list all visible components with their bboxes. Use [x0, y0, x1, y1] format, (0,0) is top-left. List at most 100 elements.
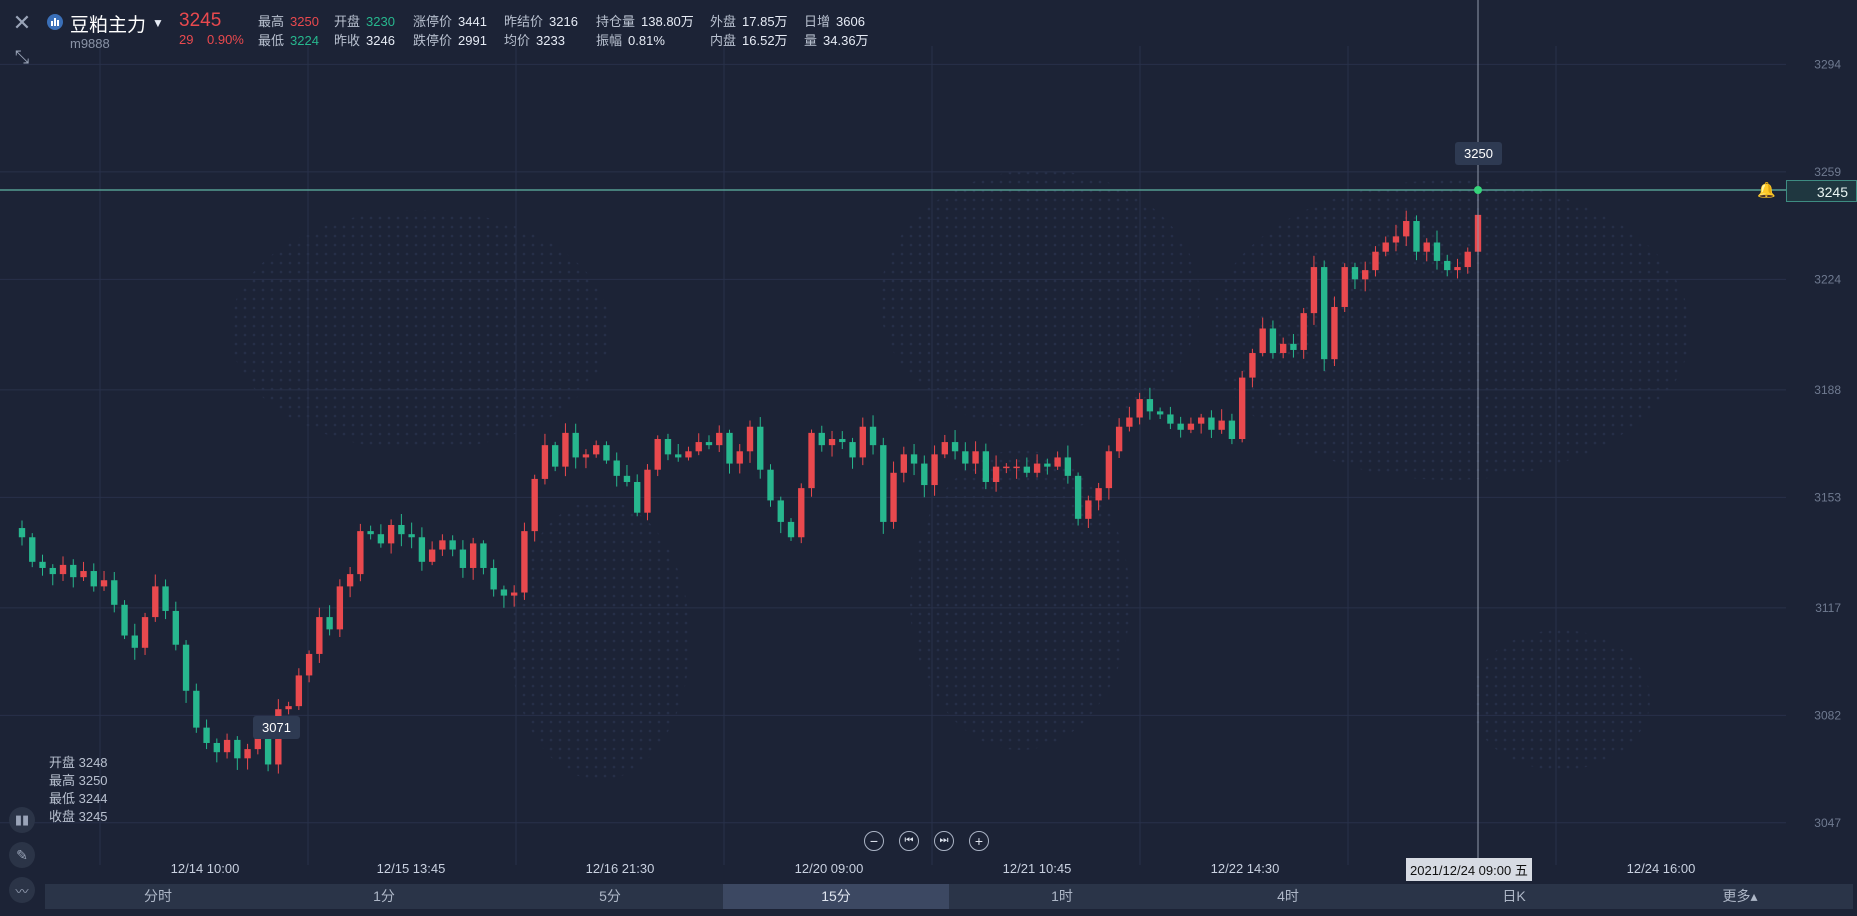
timeframe-tab[interactable]: 5分: [599, 888, 621, 904]
candle: [962, 442, 969, 471]
candle-body: [1085, 500, 1092, 519]
candle-body: [418, 537, 426, 562]
timeframe-tab[interactable]: 分时: [144, 888, 172, 904]
jump-start-button[interactable]: ⏮: [899, 831, 919, 851]
candle: [162, 579, 169, 620]
candlestick-indicator-icon[interactable]: ▮▮: [9, 807, 35, 833]
timeframe-tab[interactable]: 更多▴: [1722, 888, 1758, 904]
candle-body: [1218, 420, 1225, 430]
crosshair-point: [1474, 186, 1482, 194]
quote-field: 内盘 16.52万: [710, 30, 788, 49]
quote-value: 3441: [458, 14, 487, 29]
symbol-name[interactable]: 豆粕主力: [70, 15, 147, 36]
candle: [285, 701, 292, 715]
candle: [428, 541, 436, 566]
ohlc-low: 最低 3244: [49, 791, 108, 806]
quote-value: 138.80万: [641, 14, 694, 29]
candle: [439, 534, 446, 556]
bell-icon[interactable]: 🔔: [1757, 182, 1776, 199]
candle-body: [1310, 267, 1318, 314]
price-tick-label: 3047: [1814, 816, 1841, 830]
line-chart-icon[interactable]: 〰: [9, 877, 35, 903]
collapse-icon[interactable]: ⤡: [14, 46, 30, 67]
candle-body: [398, 524, 405, 535]
candle: [131, 623, 138, 660]
candle-body: [203, 727, 210, 743]
timeframe-tab[interactable]: 1时: [1051, 888, 1073, 904]
candle-body: [1054, 457, 1061, 467]
candle: [234, 736, 241, 770]
candle-body: [131, 635, 138, 648]
candle: [1413, 215, 1420, 261]
candle: [29, 533, 36, 568]
candle-series: [18, 204, 1482, 774]
candle-body: [469, 543, 477, 568]
candle-body: [982, 451, 990, 482]
candle-body: [880, 445, 887, 522]
jump-end-button[interactable]: ⏭: [934, 831, 954, 851]
quote-value: 3216: [549, 14, 578, 29]
quote-label: 涨停价: [413, 14, 453, 29]
candle: [736, 444, 743, 474]
candle-body: [316, 617, 323, 654]
candle: [675, 444, 682, 462]
candle: [1177, 416, 1184, 438]
candle-body: [377, 534, 385, 544]
quote-value: 3233: [536, 33, 565, 48]
quote-label: 跌停价: [413, 33, 453, 48]
candle: [623, 465, 631, 487]
quote-field: 涨停价 3441: [413, 11, 487, 30]
candle: [951, 430, 959, 460]
timeframe-tab[interactable]: 4时: [1277, 888, 1299, 904]
candle: [510, 585, 518, 607]
time-tick-label: 12/15 13:45: [377, 861, 446, 876]
candle-body: [111, 580, 118, 605]
candle: [80, 561, 87, 581]
candle-body: [746, 426, 754, 452]
timeframe-tab[interactable]: 日K: [1502, 888, 1526, 904]
candle: [172, 601, 179, 651]
pencil-icon[interactable]: ✎: [9, 842, 35, 868]
candle-body: [1280, 343, 1287, 354]
time-tick-label: 12/16 21:30: [586, 861, 655, 876]
candle: [1362, 261, 1369, 292]
timeframe-tab[interactable]: 1分: [373, 888, 395, 904]
candle: [541, 433, 549, 485]
candle-body: [234, 739, 241, 759]
time-axis: 12/14 10:00 12/15 13:45 12/16 21:30 12/20 0…: [171, 861, 1696, 876]
chevron-down-icon[interactable]: ▼: [152, 16, 164, 30]
quote-field: 外盘 17.85万: [710, 11, 788, 30]
time-tick-label: 12/21 10:45: [1003, 861, 1072, 876]
ohlc-open: 开盘 3248: [49, 755, 108, 770]
price-change-pct: 0.90%: [207, 32, 244, 47]
zoom-out-button[interactable]: −: [864, 831, 884, 851]
quote-field: 日增 3606: [804, 11, 865, 30]
candle-body: [1177, 423, 1184, 430]
candle: [1197, 413, 1205, 434]
candle: [346, 566, 354, 598]
candle: [1280, 337, 1287, 359]
candle-body: [428, 549, 436, 562]
candle-body: [1064, 457, 1072, 476]
candle: [326, 605, 333, 636]
candle-body: [593, 445, 600, 455]
quote-label: 均价: [504, 33, 531, 48]
candle-body: [787, 521, 795, 538]
zoom-in-button[interactable]: +: [969, 831, 989, 851]
candle-body: [295, 675, 303, 707]
time-tick-label: 12/20 09:00: [795, 861, 864, 876]
candle: [480, 540, 487, 575]
candle-body: [49, 567, 56, 575]
candle: [685, 446, 692, 461]
timeframe-tab[interactable]: 15分: [723, 884, 949, 909]
candle-body: [510, 592, 518, 596]
candle-body: [264, 733, 272, 765]
candle: [90, 563, 97, 592]
candle: [408, 522, 415, 549]
candle: [921, 455, 928, 498]
candle-body: [1167, 414, 1174, 424]
close-icon[interactable]: ✕: [12, 10, 32, 35]
candle: [500, 585, 508, 608]
candle-body: [849, 442, 856, 458]
